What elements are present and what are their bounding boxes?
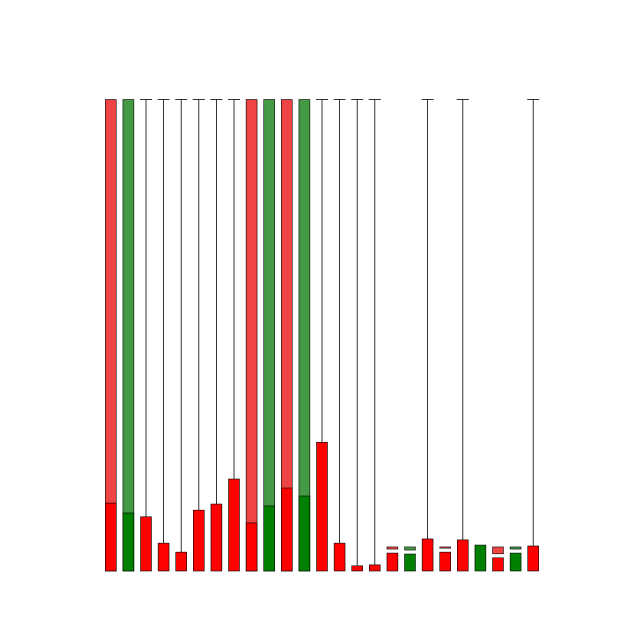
bar-15 (351, 565, 363, 572)
bar-24-background-column (509, 546, 522, 550)
bar-18 (404, 553, 416, 572)
bar-25 (527, 545, 539, 572)
bar-10-background-column (263, 99, 275, 572)
bar-22 (474, 544, 487, 572)
bar-20 (439, 551, 451, 572)
bar-21 (457, 539, 469, 572)
bar-20-background-column (439, 546, 451, 549)
bar-9 (245, 522, 258, 572)
bar-12 (298, 495, 311, 572)
bar-9-background-column (245, 99, 258, 572)
bar-5 (175, 551, 187, 572)
bar-23 (492, 557, 504, 572)
bar-11 (281, 487, 293, 572)
bar-10 (263, 505, 275, 572)
bar-24 (509, 552, 522, 572)
bar-19 (421, 538, 434, 572)
bar-4 (157, 542, 170, 572)
bar-7 (210, 503, 223, 572)
bar-13 (316, 441, 328, 572)
bar-2-background-column (122, 99, 135, 572)
bar-3 (140, 516, 152, 572)
bar-14 (333, 542, 346, 572)
bar-1-background-column (105, 99, 117, 572)
bar-8 (228, 478, 240, 572)
bar-1 (105, 502, 117, 572)
bar-6 (193, 509, 205, 572)
bar-23-background-column (492, 546, 504, 555)
bar-17 (386, 552, 399, 572)
bar-17-background-column (386, 546, 399, 550)
bar-2 (122, 512, 135, 572)
bar-18-background-column (404, 546, 416, 551)
bar-16 (369, 564, 381, 572)
